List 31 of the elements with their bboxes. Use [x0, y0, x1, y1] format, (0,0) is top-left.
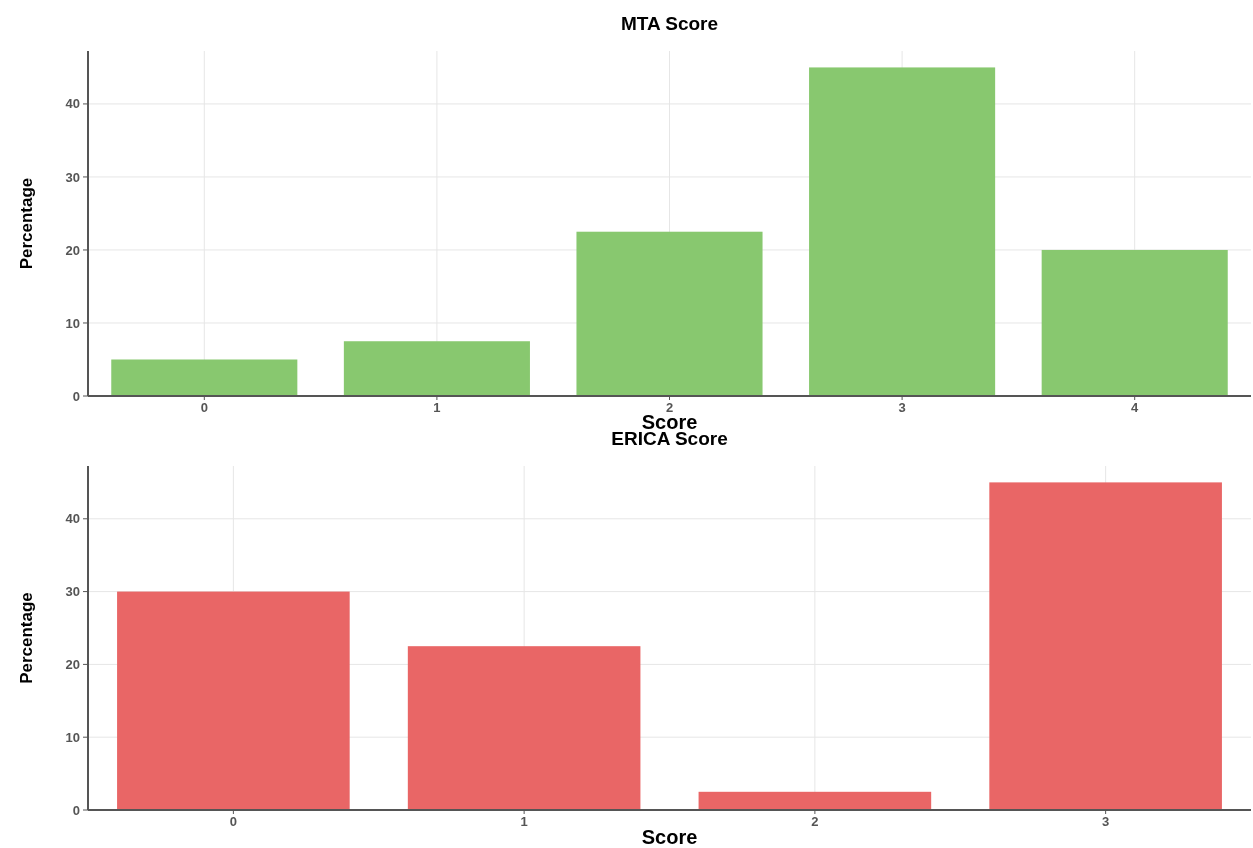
x-tick-label: 3	[1102, 814, 1110, 829]
y-tick-label: 20	[65, 656, 80, 672]
x-tick-label: 1	[520, 814, 528, 829]
bar	[1041, 249, 1228, 396]
x-tick-label: 3	[898, 400, 906, 415]
x-tick-label: 0	[200, 400, 208, 415]
bar	[343, 341, 530, 396]
y-tick-label: 30	[65, 584, 80, 600]
y-tick-label: 0	[72, 802, 80, 818]
y-tick-label: 20	[65, 242, 80, 258]
y-tick-label: 10	[65, 315, 80, 331]
y-tick-label: 10	[65, 729, 80, 745]
bar	[111, 359, 298, 396]
y-axis-title: Percentage	[17, 177, 36, 270]
chart-title: MTA Score	[620, 13, 719, 34]
bar	[809, 67, 996, 396]
y-axis-title: Percentage	[17, 592, 36, 684]
y-tick-label: 40	[65, 96, 80, 112]
bar	[576, 231, 763, 396]
y-tick-label: 40	[65, 511, 80, 527]
x-axis-title: Score	[641, 826, 698, 848]
y-tick-label: 0	[72, 388, 80, 404]
x-tick-label: 2	[811, 814, 819, 829]
x-tick-label: 1	[433, 400, 441, 415]
y-tick-label: 30	[65, 169, 80, 185]
bar	[117, 591, 350, 810]
bar	[698, 791, 932, 810]
bar	[407, 646, 641, 810]
x-tick-label: 4	[1131, 400, 1140, 415]
x-tick-label: 0	[229, 814, 237, 829]
bar	[989, 482, 1222, 810]
